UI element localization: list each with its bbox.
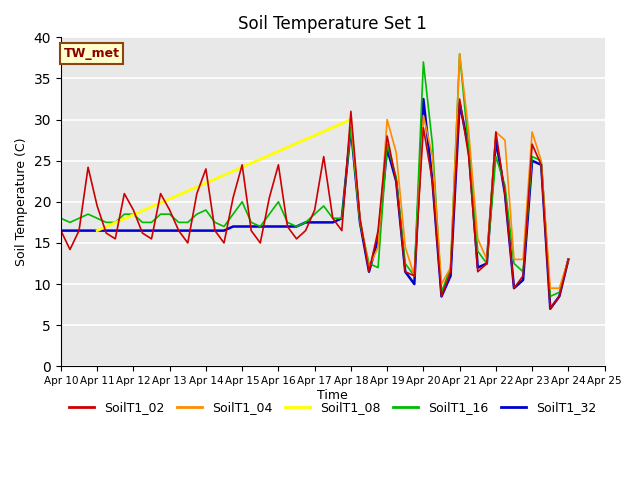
SoilT1_04 bbox=[438, 281, 445, 287]
SoilT1_16 bbox=[401, 261, 409, 266]
SoilT1_08 bbox=[347, 117, 355, 122]
SoilT1_02 bbox=[401, 269, 409, 275]
SoilT1_02 bbox=[275, 162, 282, 168]
SoilT1_02 bbox=[564, 256, 572, 262]
SoilT1_32 bbox=[193, 228, 201, 233]
SoilT1_04 bbox=[492, 129, 500, 135]
SoilT1_04 bbox=[465, 129, 472, 135]
SoilT1_32 bbox=[275, 224, 282, 229]
SoilT1_04 bbox=[556, 285, 563, 291]
Legend: SoilT1_02, SoilT1_04, SoilT1_08, SoilT1_16, SoilT1_32: SoilT1_02, SoilT1_04, SoilT1_08, SoilT1_… bbox=[65, 396, 601, 420]
SoilT1_16 bbox=[84, 211, 92, 217]
Line: SoilT1_32: SoilT1_32 bbox=[61, 99, 568, 309]
SoilT1_16 bbox=[275, 199, 282, 204]
SoilT1_16 bbox=[57, 216, 65, 221]
Y-axis label: Soil Temperature (C): Soil Temperature (C) bbox=[15, 138, 28, 266]
SoilT1_02 bbox=[193, 191, 201, 196]
SoilT1_32 bbox=[75, 228, 83, 233]
SoilT1_04 bbox=[420, 113, 428, 119]
SoilT1_04 bbox=[410, 273, 418, 279]
SoilT1_04 bbox=[564, 256, 572, 262]
Title: Soil Temperature Set 1: Soil Temperature Set 1 bbox=[238, 15, 428, 33]
Line: SoilT1_16: SoilT1_16 bbox=[61, 54, 568, 297]
SoilT1_04 bbox=[510, 256, 518, 262]
Line: SoilT1_04: SoilT1_04 bbox=[351, 54, 568, 288]
SoilT1_04 bbox=[347, 117, 355, 122]
Line: SoilT1_02: SoilT1_02 bbox=[61, 99, 568, 309]
SoilT1_04 bbox=[392, 150, 400, 156]
SoilT1_02 bbox=[410, 273, 418, 279]
SoilT1_04 bbox=[401, 244, 409, 250]
SoilT1_08 bbox=[93, 228, 101, 233]
SoilT1_02 bbox=[84, 165, 92, 170]
SoilT1_04 bbox=[519, 256, 527, 262]
SoilT1_04 bbox=[356, 216, 364, 221]
SoilT1_16 bbox=[193, 211, 201, 217]
SoilT1_04 bbox=[456, 51, 463, 57]
Text: TW_met: TW_met bbox=[63, 47, 120, 60]
SoilT1_16 bbox=[75, 216, 83, 221]
SoilT1_04 bbox=[374, 244, 382, 250]
SoilT1_16 bbox=[547, 294, 554, 300]
SoilT1_04 bbox=[429, 154, 436, 159]
SoilT1_04 bbox=[528, 129, 536, 135]
SoilT1_16 bbox=[456, 51, 463, 57]
SoilT1_04 bbox=[447, 265, 454, 271]
SoilT1_16 bbox=[564, 256, 572, 262]
SoilT1_32 bbox=[410, 281, 418, 287]
SoilT1_16 bbox=[410, 273, 418, 279]
SoilT1_04 bbox=[383, 117, 391, 122]
SoilT1_04 bbox=[365, 265, 373, 271]
SoilT1_32 bbox=[564, 256, 572, 262]
SoilT1_32 bbox=[84, 228, 92, 233]
SoilT1_32 bbox=[401, 269, 409, 275]
Line: SoilT1_08: SoilT1_08 bbox=[97, 120, 351, 230]
SoilT1_02 bbox=[547, 306, 554, 312]
SoilT1_02 bbox=[456, 96, 463, 102]
SoilT1_32 bbox=[547, 306, 554, 312]
SoilT1_04 bbox=[474, 236, 481, 242]
X-axis label: Time: Time bbox=[317, 389, 348, 402]
SoilT1_04 bbox=[547, 285, 554, 291]
SoilT1_04 bbox=[501, 137, 509, 143]
SoilT1_32 bbox=[57, 228, 65, 233]
SoilT1_32 bbox=[420, 96, 428, 102]
SoilT1_02 bbox=[75, 228, 83, 233]
SoilT1_02 bbox=[57, 228, 65, 233]
SoilT1_04 bbox=[483, 256, 491, 262]
SoilT1_04 bbox=[538, 158, 545, 164]
